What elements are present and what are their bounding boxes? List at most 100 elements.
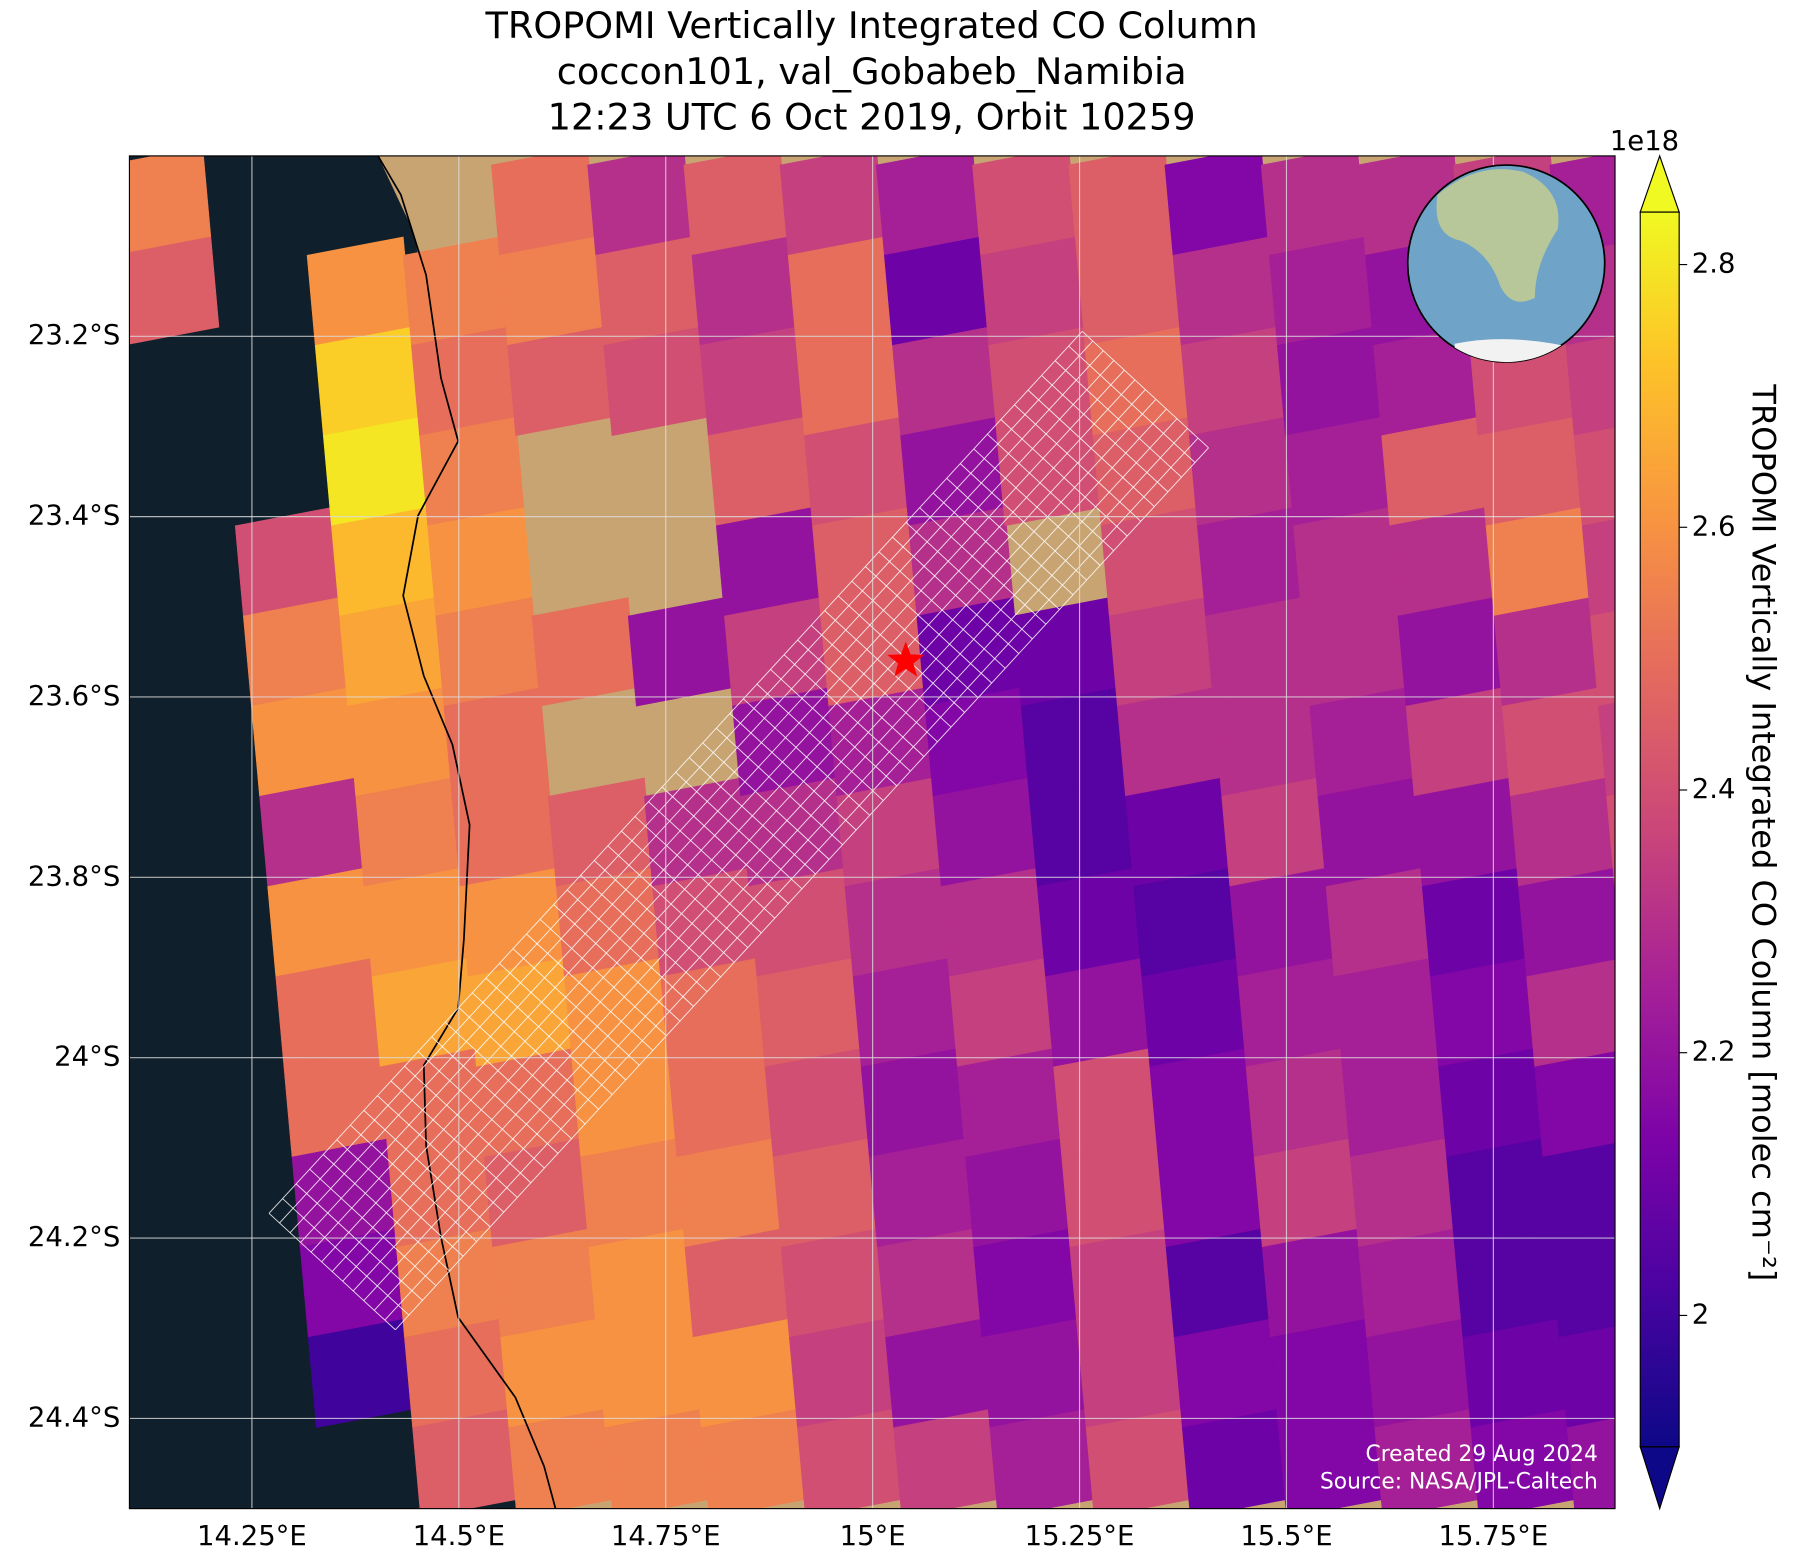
- site-marker: [887, 641, 925, 677]
- tile: [588, 1228, 694, 1338]
- tile: [1293, 507, 1399, 617]
- tile: [604, 1408, 710, 1509]
- tile: [1069, 1228, 1175, 1338]
- tile: [1389, 507, 1495, 617]
- tile: [1020, 687, 1126, 797]
- footprint-mesh: [268, 330, 1209, 1331]
- tile: [1325, 867, 1431, 978]
- tile: [596, 1318, 702, 1428]
- tile: [932, 777, 1038, 887]
- tile: [1245, 1048, 1351, 1158]
- tile: [885, 1318, 991, 1428]
- tile: [355, 777, 461, 887]
- tile: [1405, 687, 1511, 797]
- tile: [411, 326, 517, 436]
- tile: [924, 687, 1030, 797]
- tile: [772, 1138, 878, 1248]
- title-line: TROPOMI Vertically Integrated CO Column: [485, 4, 1258, 47]
- tile: [1260, 155, 1366, 256]
- tile: [396, 1228, 501, 1338]
- tile: [875, 155, 981, 256]
- tile: [1534, 1051, 1616, 1158]
- tile: [531, 597, 637, 707]
- tile: [467, 958, 573, 1068]
- x-tick-label: 14.75°E: [611, 1520, 721, 1552]
- tile: [748, 867, 854, 978]
- tile: [1172, 236, 1278, 346]
- tile: [789, 1318, 894, 1428]
- tile: [965, 1138, 1071, 1248]
- x-tick-label: 15.75°E: [1438, 1520, 1548, 1552]
- tile: [1309, 687, 1415, 797]
- tile: [797, 1408, 903, 1509]
- colorbar-frame: [1639, 211, 1680, 1448]
- tile: [491, 155, 597, 256]
- tile: [339, 597, 445, 707]
- tile: [684, 1228, 790, 1338]
- tile: [1542, 1143, 1616, 1248]
- tile: [1358, 1228, 1464, 1338]
- tile-layer: [129, 155, 1616, 1509]
- tile: [234, 507, 340, 617]
- tile: [492, 1228, 598, 1338]
- coastline: [377, 155, 557, 1509]
- tile: [412, 1408, 518, 1509]
- tile: [322, 416, 428, 527]
- tile: [683, 155, 789, 256]
- tile: [1061, 1138, 1167, 1248]
- mesh-line: [352, 408, 1167, 1292]
- tile: [877, 1228, 983, 1338]
- tile: [459, 867, 565, 978]
- credit: Source: NASA/JPL-Caltech: [1320, 1469, 1598, 1494]
- tile: [981, 1318, 1087, 1428]
- tile: [1157, 1138, 1263, 1248]
- tile: [1237, 958, 1343, 1068]
- tile: [1229, 867, 1335, 978]
- colorbar-tick-label: 2.2: [1692, 1036, 1736, 1068]
- mesh-line: [289, 350, 1104, 1234]
- tile: [691, 236, 797, 346]
- tile: [892, 326, 998, 436]
- tile: [1108, 597, 1214, 707]
- tile: [508, 1408, 614, 1509]
- tile: [1141, 958, 1247, 1068]
- tile: [1076, 236, 1182, 346]
- tile: [1565, 335, 1616, 436]
- tile: [499, 236, 605, 346]
- tile: [844, 867, 950, 978]
- tile: [1180, 326, 1286, 436]
- tile: [1253, 1138, 1359, 1248]
- tile: [1421, 867, 1527, 978]
- tile: [1173, 1318, 1279, 1428]
- tile: [363, 867, 469, 978]
- tile: [1268, 236, 1374, 346]
- tile: [1366, 1318, 1472, 1428]
- x-tick-label: 15.5°E: [1240, 1520, 1332, 1552]
- mesh-line: [342, 398, 1157, 1282]
- tile: [1341, 1048, 1447, 1158]
- tile: [1277, 326, 1382, 436]
- y-tick-label: 24.2°S: [28, 1221, 120, 1253]
- tile: [1165, 1228, 1271, 1338]
- tile: [1454, 1228, 1560, 1338]
- colorbar-tick-label: 2.8: [1692, 248, 1736, 280]
- y-tick-label: 23.6°S: [28, 680, 120, 712]
- tile: [1518, 867, 1616, 978]
- tile: [1350, 1138, 1456, 1248]
- tile: [1526, 959, 1616, 1068]
- tile: [1558, 1326, 1616, 1428]
- mesh-line: [384, 437, 1199, 1321]
- tile: [699, 326, 805, 436]
- colorbar-exponent: 1e18: [1610, 125, 1679, 157]
- tile: [852, 958, 958, 1068]
- tile: [603, 326, 709, 436]
- colorbar-tick-label: 2.6: [1692, 510, 1736, 542]
- mesh-line: [363, 418, 1178, 1301]
- colorbar: 1e18 TROPOMI Vertically Integrated CO Co…: [1610, 125, 1783, 1511]
- tile: [1285, 416, 1391, 527]
- tile: [1077, 1318, 1183, 1428]
- tile: [1333, 958, 1439, 1068]
- tile: [957, 1048, 1063, 1158]
- tile: [980, 236, 1086, 346]
